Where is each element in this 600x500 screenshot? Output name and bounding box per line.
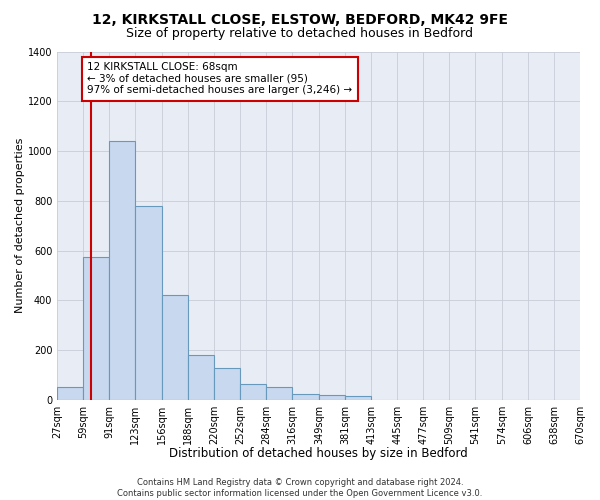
Bar	[136, 206, 162, 400]
Bar	[292, 394, 319, 400]
Bar	[83, 257, 109, 400]
Bar	[214, 368, 240, 400]
Bar	[345, 396, 371, 400]
Bar	[109, 141, 136, 400]
Text: Contains HM Land Registry data © Crown copyright and database right 2024.
Contai: Contains HM Land Registry data © Crown c…	[118, 478, 482, 498]
Bar	[266, 388, 292, 400]
Text: 12 KIRKSTALL CLOSE: 68sqm
← 3% of detached houses are smaller (95)
97% of semi-d: 12 KIRKSTALL CLOSE: 68sqm ← 3% of detach…	[88, 62, 352, 96]
Bar	[240, 384, 266, 400]
Bar	[188, 355, 214, 400]
X-axis label: Distribution of detached houses by size in Bedford: Distribution of detached houses by size …	[169, 447, 468, 460]
Bar	[319, 395, 345, 400]
Text: 12, KIRKSTALL CLOSE, ELSTOW, BEDFORD, MK42 9FE: 12, KIRKSTALL CLOSE, ELSTOW, BEDFORD, MK…	[92, 12, 508, 26]
Y-axis label: Number of detached properties: Number of detached properties	[15, 138, 25, 314]
Text: Size of property relative to detached houses in Bedford: Size of property relative to detached ho…	[127, 28, 473, 40]
Bar	[57, 388, 83, 400]
Bar	[162, 296, 188, 400]
